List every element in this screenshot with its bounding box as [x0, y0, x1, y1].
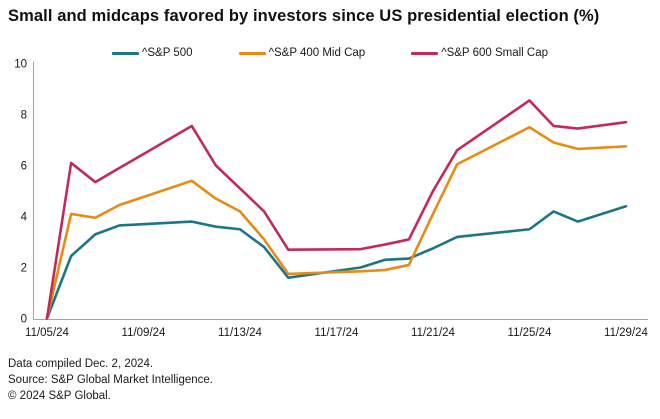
- y-tick-label: 0: [21, 314, 27, 326]
- series-line--s-p-600-small-cap: [45, 99, 628, 320]
- legend-label: ^S&P 500: [141, 47, 193, 59]
- y-tick-label: 6: [21, 161, 27, 173]
- y-tick-label: 2: [21, 263, 27, 275]
- legend-label: ^S&P 600 Small Cap: [441, 47, 549, 59]
- legend-line-swatch-icon: [411, 51, 439, 55]
- legend-label: ^S&P 400 Mid Cap: [268, 47, 366, 59]
- legend-item--s-p-400-mid-cap: ^S&P 400 Mid Cap: [238, 47, 366, 59]
- y-tick-label: 8: [21, 110, 27, 122]
- x-tick-label: 11/05/24: [25, 327, 70, 339]
- y-tick-label: 10: [14, 59, 27, 71]
- series-line--s-p-500: [45, 205, 628, 320]
- x-tick-label: 11/25/24: [508, 327, 553, 339]
- footnote-source: Source: S&P Global Market Intelligence.: [8, 374, 213, 386]
- x-tick-label: 11/17/24: [315, 327, 360, 339]
- chart-title: Small and midcaps favored by investors s…: [8, 7, 600, 25]
- x-tick-label: 11/09/24: [122, 327, 167, 339]
- series-line--s-p-400-mid-cap: [45, 125, 628, 320]
- footnote-data-compiled: Data compiled Dec. 2, 2024.: [8, 358, 154, 370]
- legend-item--s-p-500: ^S&P 500: [111, 47, 193, 59]
- legend-line-swatch-icon: [238, 51, 266, 55]
- y-tick-label: 4: [21, 212, 28, 224]
- chart-legend: ^S&P 500 ^S&P 400 Mid Cap ^S&P 600 Small C…: [0, 47, 660, 59]
- legend-item--s-p-600-small-cap: ^S&P 600 Small Cap: [411, 47, 548, 59]
- legend-line-swatch-icon: [111, 51, 139, 55]
- chart-footnotes: Data compiled Dec. 2, 2024. Source: S&P …: [8, 356, 213, 404]
- footnote-copyright: © 2024 S&P Global.: [8, 390, 111, 402]
- x-tick-label: 11/29/24: [604, 327, 649, 339]
- x-tick-label: 11/13/24: [218, 327, 263, 339]
- x-tick-label: 11/21/24: [411, 327, 456, 339]
